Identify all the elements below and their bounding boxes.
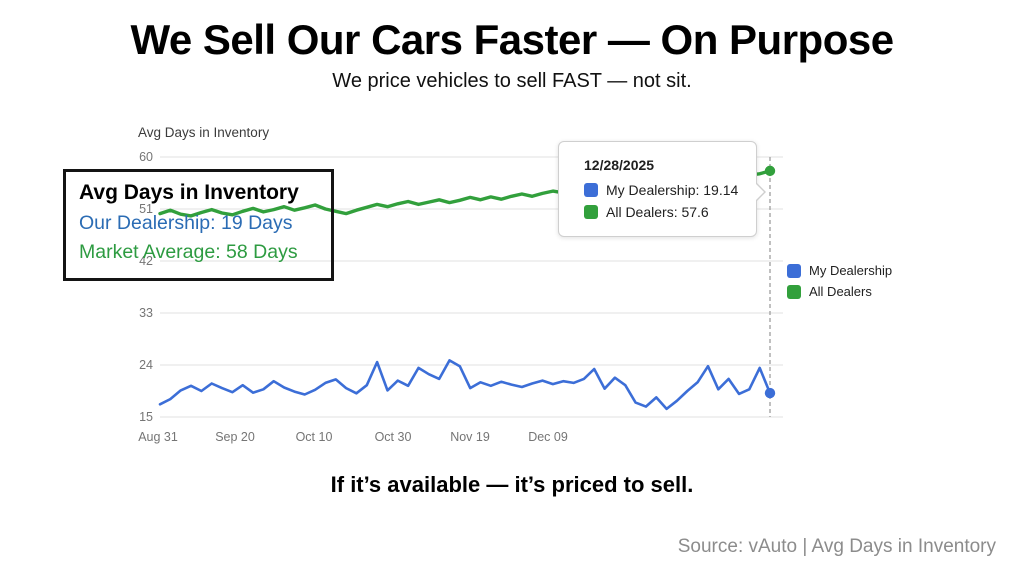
y-axis-tick-label: 24 [139,358,153,372]
page-subtitle: We price vehicles to sell FAST — not sit… [332,70,692,92]
all-dealers-swatch-icon [584,205,598,219]
chart-legend: My Dealership All Dealers [787,263,892,305]
x-axis-tick-label: Oct 30 [375,430,412,444]
callout-box: Avg Days in Inventory Our Dealership: 19… [63,169,334,281]
series-line [158,359,772,411]
legend-item-all-dealers[interactable]: All Dealers [787,284,892,299]
page-title: We Sell Our Cars Faster — On Purpose [130,16,894,63]
tooltip-all-dealers-value: All Dealers: 57.6 [606,204,709,220]
x-axis-tick-label: Sep 20 [215,430,255,444]
x-axis-tick-label: Aug 31 [138,430,178,444]
legend-item-my-dealership[interactable]: My Dealership [787,263,892,278]
tooltip-row-my-dealership: My Dealership: 19.14 [584,182,756,198]
source-attribution: Source: vAuto | Avg Days in Inventory [677,536,996,557]
y-axis-tick-label: 15 [139,410,153,424]
tooltip-date: 12/28/2025 [584,157,655,173]
chart-axis-title: Avg Days in Inventory [138,125,270,140]
chart-tooltip: 12/28/2025 My Dealership: 19.14 All Deal… [558,141,766,237]
tooltip-my-dealership-value: My Dealership: 19.14 [606,182,739,198]
my-dealership-legend-swatch-icon [787,263,801,278]
callout-heading: Avg Days in Inventory [79,181,299,204]
my-dealership-swatch-icon [584,183,598,197]
series-endpoint-dot [764,387,776,399]
callout-market-average: Market Average: 58 Days [79,241,298,263]
series-endpoint-dot [764,165,776,177]
y-axis-tick-label: 60 [139,150,153,164]
legend-label-all-dealers: All Dealers [809,284,872,299]
x-axis-tick-label: Oct 10 [296,430,333,444]
y-axis-tick-label: 33 [139,306,153,320]
legend-label-my-dealership: My Dealership [809,263,893,278]
callout-our-dealership: Our Dealership: 19 Days [79,212,293,234]
all-dealers-legend-swatch-icon [787,284,801,299]
y-axis-tick-label: 51 [139,202,153,216]
tooltip-row-all-dealers: All Dealers: 57.6 [584,204,756,220]
bottom-tagline: If it’s available — it’s priced to sell. [330,472,694,497]
y-axis-tick-label: 42 [139,254,153,268]
x-axis-tick-label: Nov 19 [450,430,490,444]
x-axis-tick-label: Dec 09 [528,430,568,444]
